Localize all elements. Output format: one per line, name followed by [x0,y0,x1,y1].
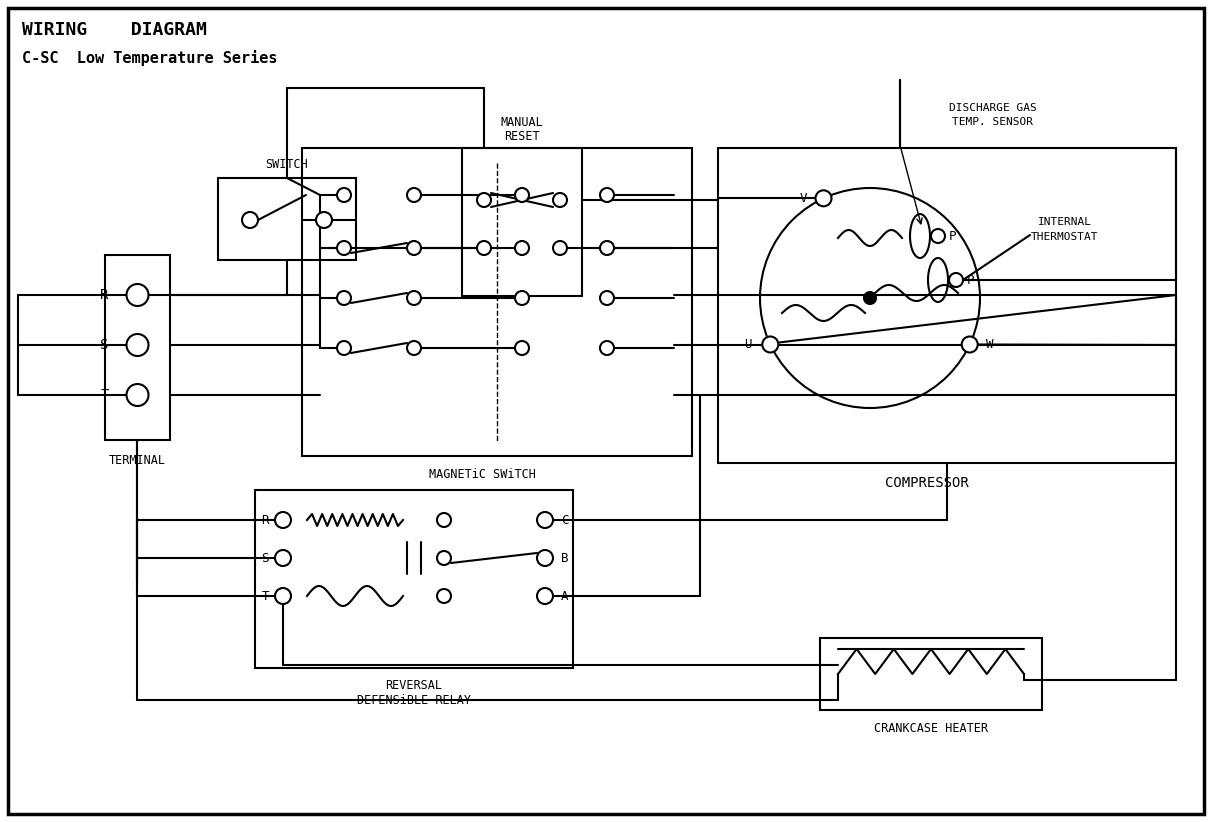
Text: T: T [262,589,269,603]
Circle shape [949,273,964,287]
Bar [218,178,356,260]
Text: B: B [561,552,568,565]
Circle shape [126,284,149,306]
Text: U: U [744,338,753,351]
Text: S: S [101,338,109,352]
Circle shape [478,241,491,255]
Bar [718,148,1176,463]
Circle shape [553,241,567,255]
Circle shape [961,336,978,353]
Circle shape [337,341,351,355]
Circle shape [864,292,876,304]
Text: MANUAL: MANUAL [501,116,543,128]
Text: W: W [985,338,994,351]
Circle shape [337,291,351,305]
Circle shape [407,241,421,255]
Circle shape [600,188,614,202]
Text: THERMOSTAT: THERMOSTAT [1031,232,1099,242]
Bar [821,638,1042,710]
Circle shape [816,191,831,206]
Circle shape [337,188,351,202]
Circle shape [407,188,421,202]
Circle shape [553,193,567,207]
Text: P: P [948,229,956,242]
Circle shape [515,188,528,202]
Circle shape [316,212,332,228]
Text: C: C [561,514,568,527]
Circle shape [478,193,491,207]
Text: R: R [262,514,269,527]
Bar [462,148,582,296]
Circle shape [931,229,945,243]
Text: RESET: RESET [504,130,539,142]
Circle shape [600,341,614,355]
Bar [255,490,573,668]
Text: MAGNETiC SWiTCH: MAGNETiC SWiTCH [429,468,536,481]
Text: T: T [101,388,109,402]
Text: CRANKCASE HEATER: CRANKCASE HEATER [874,722,988,735]
Circle shape [275,588,291,604]
Bar [302,148,692,456]
Circle shape [438,589,451,603]
Circle shape [600,291,614,305]
Bar [105,255,170,440]
Text: S: S [262,552,269,565]
Text: SWITCH: SWITCH [265,159,308,172]
Circle shape [275,512,291,528]
Circle shape [407,291,421,305]
Circle shape [537,588,553,604]
Text: REVERSAL: REVERSAL [385,678,442,691]
Text: C-SC  Low Temperature Series: C-SC Low Temperature Series [22,50,278,66]
Circle shape [600,241,614,255]
Text: COMPRESSOR: COMPRESSOR [885,476,968,490]
Circle shape [438,551,451,565]
Circle shape [337,241,351,255]
Circle shape [515,291,528,305]
Text: TEMP. SENSOR: TEMP. SENSOR [953,117,1034,127]
Text: WIRING    DIAGRAM: WIRING DIAGRAM [22,21,207,39]
Circle shape [126,384,149,406]
Text: A: A [561,589,568,603]
Circle shape [515,241,528,255]
Circle shape [407,341,421,355]
Text: P: P [966,274,973,287]
Circle shape [126,334,149,356]
Text: DEFENSiBLE RELAY: DEFENSiBLE RELAY [358,694,471,706]
Circle shape [275,550,291,566]
Circle shape [515,341,528,355]
Text: V: V [800,192,807,205]
Circle shape [537,550,553,566]
Text: DISCHARGE GAS: DISCHARGE GAS [949,103,1037,113]
Text: INTERNAL: INTERNAL [1037,217,1092,227]
Text: TERMINAL: TERMINAL [109,454,166,467]
Circle shape [762,336,778,353]
Circle shape [537,512,553,528]
Circle shape [438,513,451,527]
Text: R: R [101,288,109,302]
Circle shape [242,212,258,228]
